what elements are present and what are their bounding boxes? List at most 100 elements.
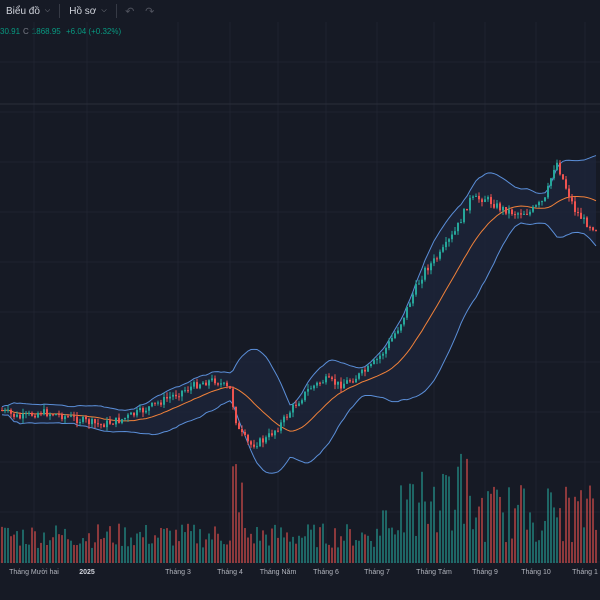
volume-bar bbox=[415, 535, 417, 563]
volume-bar bbox=[481, 497, 483, 563]
volume-bar bbox=[394, 534, 396, 563]
volume-bar bbox=[97, 524, 99, 563]
candle-body bbox=[145, 410, 147, 413]
candle-body bbox=[340, 381, 342, 389]
time-axis-tick: Tháng 10 bbox=[521, 569, 551, 576]
volume-bar bbox=[214, 526, 216, 563]
volume-bar bbox=[10, 536, 12, 563]
candle-body bbox=[34, 415, 36, 418]
volume-bar bbox=[244, 528, 246, 563]
volume-bar bbox=[238, 512, 240, 563]
candle-body bbox=[10, 409, 12, 414]
candle-body bbox=[31, 412, 33, 416]
candle-body bbox=[328, 376, 330, 378]
volume-bar bbox=[346, 524, 348, 563]
volume-bar bbox=[571, 542, 573, 563]
candle-body bbox=[262, 438, 264, 443]
volume-bar bbox=[406, 499, 408, 563]
candle-body bbox=[556, 162, 558, 170]
chart-toolbar: Biểu đồ ⌵ Hồ sơ ⌵ ↶ ↷ bbox=[0, 0, 600, 22]
redo-icon[interactable]: ↷ bbox=[145, 5, 155, 18]
candle-body bbox=[550, 178, 552, 186]
volume-bar bbox=[472, 529, 474, 563]
candle-body bbox=[277, 430, 279, 432]
volume-bar bbox=[25, 543, 27, 563]
volume-bar bbox=[355, 540, 357, 563]
candle-body bbox=[64, 416, 66, 420]
volume-bar bbox=[187, 523, 189, 563]
candle-body bbox=[151, 402, 153, 407]
candle-body bbox=[388, 341, 390, 349]
candle-body bbox=[73, 415, 75, 417]
volume-bar bbox=[565, 486, 567, 563]
volume-bar bbox=[430, 501, 432, 563]
volume-bar bbox=[172, 545, 174, 563]
candle-body bbox=[358, 373, 360, 379]
legend-close-value: 1868.95 bbox=[31, 27, 61, 36]
bollinger-basis-line bbox=[1, 195, 597, 432]
candle-body bbox=[247, 434, 249, 442]
candle-body bbox=[430, 263, 432, 271]
candle-body bbox=[520, 213, 522, 215]
candle-body bbox=[301, 400, 303, 404]
time-axis-tick: Tháng 4 bbox=[217, 569, 243, 576]
candle-body bbox=[499, 203, 501, 211]
volume-bar bbox=[343, 540, 345, 563]
candle-body bbox=[595, 230, 597, 232]
time-axis-tick: 2025 bbox=[79, 569, 95, 576]
time-axis: Tháng Mười hai 2025 Tháng 3 Tháng 4 Tháng Nă… bbox=[0, 563, 600, 600]
volume-bar bbox=[190, 531, 192, 563]
volume-bar bbox=[292, 536, 294, 563]
candle-body bbox=[187, 390, 189, 392]
candle-body bbox=[172, 394, 174, 397]
candle-body bbox=[211, 378, 213, 381]
candle-body bbox=[298, 403, 300, 406]
candle-body bbox=[283, 416, 285, 423]
candle-body bbox=[274, 430, 276, 436]
candle-body bbox=[58, 414, 60, 416]
undo-icon[interactable]: ↶ bbox=[125, 5, 135, 18]
volume-bar bbox=[547, 488, 549, 563]
legend-change: +6.04 (+0.32%) bbox=[65, 27, 122, 36]
candle-body bbox=[544, 197, 546, 202]
candle-body bbox=[61, 414, 63, 420]
volume-bar bbox=[148, 543, 150, 563]
candle-body bbox=[367, 366, 369, 372]
candle-body bbox=[25, 413, 27, 415]
volume-bar bbox=[520, 485, 522, 563]
volume-bar bbox=[202, 547, 204, 563]
volume-bar bbox=[19, 545, 21, 563]
volume-bar bbox=[358, 540, 360, 563]
volume-bar bbox=[61, 535, 63, 563]
volume-bar bbox=[46, 545, 48, 563]
candle-body bbox=[127, 414, 129, 418]
candle-body bbox=[256, 446, 258, 448]
volume-bar bbox=[490, 493, 492, 563]
chart-menu-button[interactable]: Biểu đồ ⌵ bbox=[0, 1, 56, 21]
candle-body bbox=[49, 414, 51, 417]
candle-body bbox=[346, 380, 348, 384]
volume-bar bbox=[217, 533, 219, 563]
price-chart[interactable] bbox=[0, 22, 600, 563]
candle-body bbox=[517, 213, 519, 215]
candle-body bbox=[163, 396, 165, 405]
volume-bar bbox=[442, 473, 444, 563]
time-axis-tick: Tháng Mười hai bbox=[9, 569, 59, 576]
volume-bar bbox=[265, 534, 267, 563]
candle-body bbox=[265, 437, 267, 443]
candle-body bbox=[547, 185, 549, 198]
volume-bar bbox=[121, 545, 123, 563]
volume-bar bbox=[112, 542, 114, 563]
volume-bar bbox=[118, 523, 120, 563]
candle-body bbox=[337, 381, 339, 385]
volume-bar bbox=[508, 487, 510, 563]
candle-body bbox=[541, 201, 543, 203]
candle-body bbox=[19, 414, 21, 419]
volume-bar bbox=[130, 537, 132, 563]
time-axis-tick: Tháng Tám bbox=[416, 569, 452, 576]
volume-bar bbox=[58, 534, 60, 563]
chart-menu-label: Biểu đồ bbox=[6, 5, 40, 17]
volume-bar bbox=[412, 484, 414, 563]
profile-menu-button[interactable]: Hồ sơ ⌵ bbox=[63, 1, 112, 21]
legend-close-label: C bbox=[23, 27, 29, 36]
